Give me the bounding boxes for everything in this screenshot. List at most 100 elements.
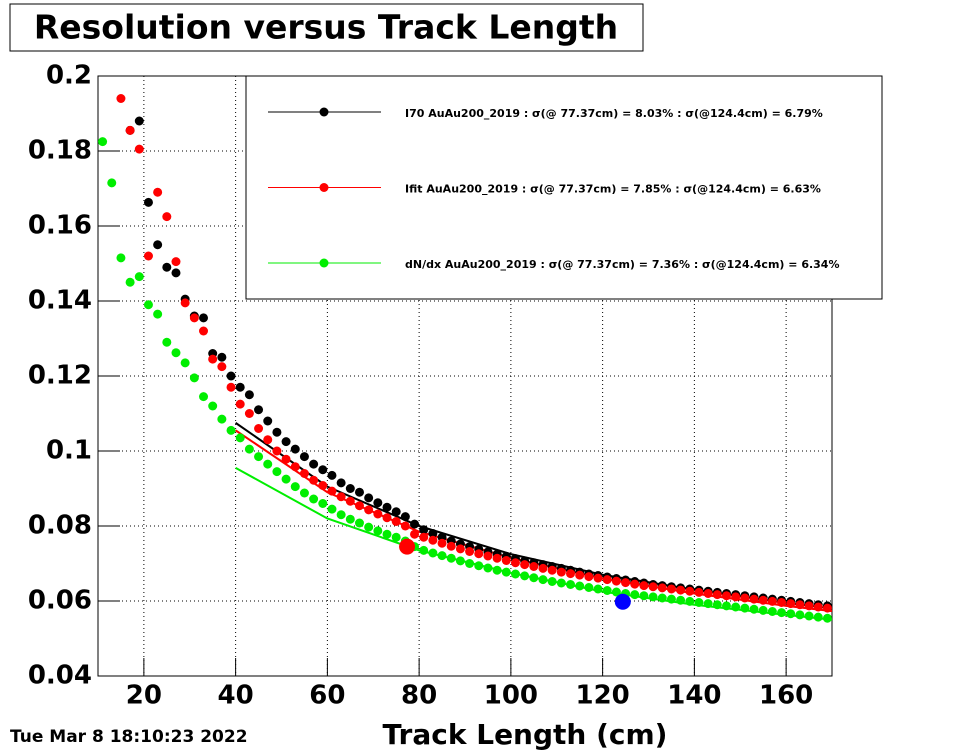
data-point [382,529,392,539]
data-point [318,481,328,490]
data-point [263,459,273,469]
data-point [364,505,374,515]
data-point [143,197,153,207]
data-point [419,545,429,555]
data-point [795,610,805,620]
data-point [630,579,640,589]
data-point [446,553,456,563]
data-point [428,529,438,538]
data-point [520,571,530,581]
x-tick-label: 140 [667,681,721,711]
data-point [180,358,190,368]
data-point [391,507,401,517]
legend-label: dN/dx AuAu200_2019 : σ(@ 77.37cm) = 7.36… [405,258,839,271]
data-point [547,577,557,586]
data-point [235,399,245,409]
data-point [474,549,484,559]
data-point [254,405,264,415]
data-point [474,561,484,571]
data-point [171,348,181,358]
data-point [364,493,374,503]
data-point [244,390,254,400]
legend-marker [319,107,329,117]
data-point [529,573,539,583]
data-point [602,586,612,595]
data-point [694,587,704,597]
data-point [373,498,383,508]
y-tick-label: 0.14 [28,286,92,316]
data-point [263,416,273,426]
data-point [290,482,300,492]
y-tick-label: 0.16 [28,211,92,241]
data-point [767,596,777,606]
data-point [125,277,135,287]
data-point [685,586,695,596]
data-point [666,584,676,594]
data-point [134,144,144,154]
data-point [575,581,585,591]
data-point [804,611,814,621]
data-point [217,362,227,372]
data-point [740,603,750,613]
data-point [428,535,438,545]
data-point [309,494,319,504]
data-point [657,583,667,593]
x-tick-label: 80 [401,681,437,711]
data-point [171,257,181,267]
data-point [162,337,172,347]
data-point [510,558,520,568]
data-point [290,462,300,472]
data-point [566,569,576,579]
data-point [731,592,741,602]
data-point [520,560,530,570]
data-point [189,313,199,323]
data-point [455,544,465,554]
x-tick-label: 40 [218,681,254,711]
data-point [556,567,566,577]
data-point [593,584,603,594]
data-point [254,424,264,433]
data-point [116,94,126,103]
legend: I70 AuAu200_2019 : σ(@ 77.37cm) = 8.03% … [245,75,883,300]
data-point [199,313,209,323]
data-point [786,599,796,609]
data-point [657,593,667,603]
data-point [712,590,722,600]
data-point [244,409,254,418]
y-tick-label: 0.1 [46,436,92,466]
data-point [602,575,612,585]
y-tick-label: 0.2 [46,61,92,91]
data-point [299,452,309,462]
data-point [208,401,218,411]
data-point [501,556,511,565]
data-point [611,576,621,586]
data-point [703,599,713,609]
data-point [483,551,493,561]
data-point [676,585,686,595]
data-point [639,581,649,591]
data-point [98,137,108,147]
data-point [630,590,640,600]
data-point [318,499,328,508]
data-point [419,525,429,535]
data-point [290,444,300,454]
data-point [162,212,172,222]
data-point [758,595,768,605]
data-point [180,298,190,308]
data-point [226,371,236,381]
data-point [244,444,254,454]
data-point [153,187,163,197]
data-point [740,593,750,603]
data-point [327,470,337,480]
data-point [125,125,135,135]
data-point [804,601,814,611]
data-point [437,551,447,561]
data-point [822,613,832,623]
data-point [510,569,520,579]
legend-label: I70 AuAu200_2019 : σ(@ 77.37cm) = 8.03% … [405,107,823,120]
x-tick-label: 60 [309,681,345,711]
data-point [217,414,227,424]
data-point [235,382,245,392]
data-point [566,580,576,589]
data-point [694,598,704,607]
